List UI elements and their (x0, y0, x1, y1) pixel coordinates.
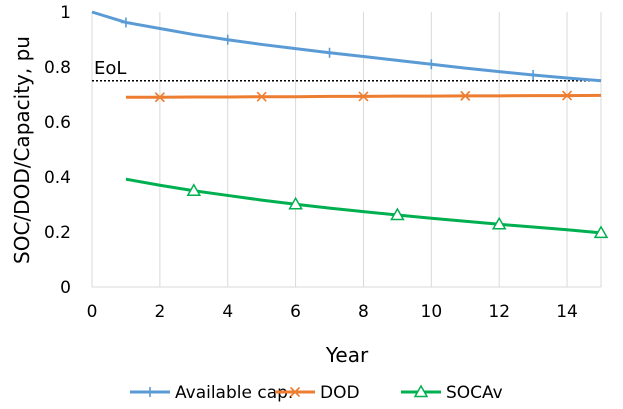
data-point (426, 59, 437, 70)
data-point (459, 90, 472, 101)
data-point (222, 34, 233, 45)
y-tick-label: 0.2 (44, 223, 71, 243)
y-tick-label: 1 (60, 3, 71, 23)
legend-label: DOD (320, 383, 360, 403)
series-line (125, 177, 602, 235)
series-available-cap (91, 10, 602, 83)
legend: Available cap. DOD SOCAv (130, 383, 503, 403)
legend-marker (413, 384, 429, 398)
data-point (561, 90, 574, 101)
legend-item: DOD (275, 383, 360, 403)
x-tick-label: 12 (488, 302, 510, 322)
eol-annotation: EoL (92, 58, 601, 82)
series-dod (125, 90, 602, 103)
data-point (491, 216, 507, 230)
x-tick-label: 8 (358, 302, 369, 322)
legend-marker (289, 386, 301, 398)
series-line (91, 10, 602, 83)
data-point (324, 47, 335, 58)
x-tick-label: 0 (87, 302, 98, 322)
axes (91, 12, 601, 288)
data-point (390, 207, 405, 221)
grid-lines (159, 12, 602, 287)
x-axis-title: Year (325, 343, 369, 367)
data-point (153, 92, 166, 103)
series-socav (125, 177, 609, 239)
legend-item: Available cap. (130, 383, 293, 403)
x-tick-label: 10 (421, 302, 443, 322)
legend-label: Available cap. (175, 383, 293, 403)
y-tick-label: 0 (60, 278, 71, 298)
y-tick-label: 0.6 (44, 113, 71, 133)
data-point (357, 91, 370, 102)
data-point (255, 91, 268, 102)
legend-marker (145, 387, 155, 397)
tick-labels: 0 2 4 6 8 10 12 14 0 0.2 0.4 0.6 0.8 1 (44, 3, 578, 322)
x-tick-label: 2 (154, 302, 165, 322)
data-point (186, 183, 202, 196)
x-tick-label: 4 (222, 302, 233, 322)
y-tick-label: 0.4 (44, 168, 71, 188)
y-axis-title: SOC/DOD/Capacity, pu (10, 36, 34, 264)
data-point (288, 196, 303, 210)
legend-item: SOCAv (401, 383, 503, 403)
x-tick-label: 14 (556, 302, 578, 322)
series-group (91, 10, 609, 239)
x-tick-label: 6 (290, 302, 301, 322)
eol-label: EoL (94, 58, 126, 79)
y-tick-label: 0.8 (44, 58, 71, 78)
data-point (528, 69, 539, 80)
data-point (593, 225, 609, 239)
data-point (120, 17, 131, 28)
legend-label: SOCAv (446, 383, 503, 403)
